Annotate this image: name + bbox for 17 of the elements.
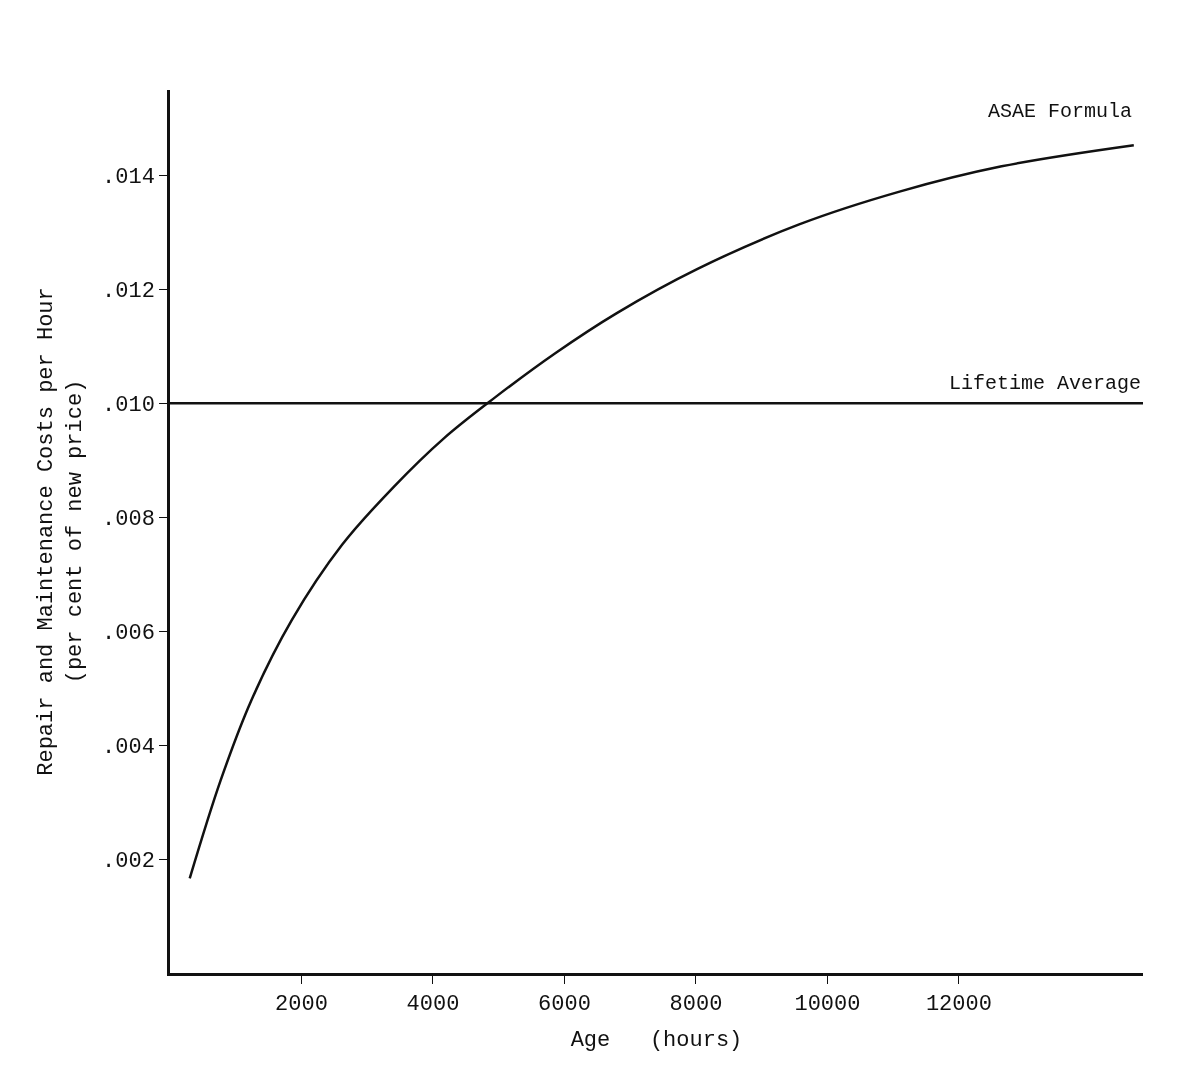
x-tick-label: 6000 (538, 992, 591, 1018)
x-tick-label: 12000 (925, 992, 992, 1018)
y-tick-label: .008 (102, 506, 155, 532)
x-tick-label: 10000 (794, 992, 861, 1018)
ref-line-label: Lifetime Average (949, 372, 1142, 395)
x-tick-label: 2000 (275, 992, 328, 1018)
y-tick-label: .012 (102, 279, 155, 305)
x-axis-title: Age (hours) (570, 1028, 743, 1054)
y-tick-label: .010 (102, 393, 155, 419)
y-tick-label: .014 (102, 165, 155, 191)
y-tick-label: .002 (102, 848, 155, 874)
y-tick-label: .006 (102, 620, 155, 646)
series-label: ASAE Formula (988, 100, 1133, 123)
x-tick-label: 4000 (406, 992, 460, 1018)
x-tick-label: 8000 (669, 992, 723, 1018)
y-tick-label: .004 (102, 734, 155, 760)
y-axis-title: Repair and Maintenance Costs per Hour (per cent of new price) (34, 287, 88, 776)
